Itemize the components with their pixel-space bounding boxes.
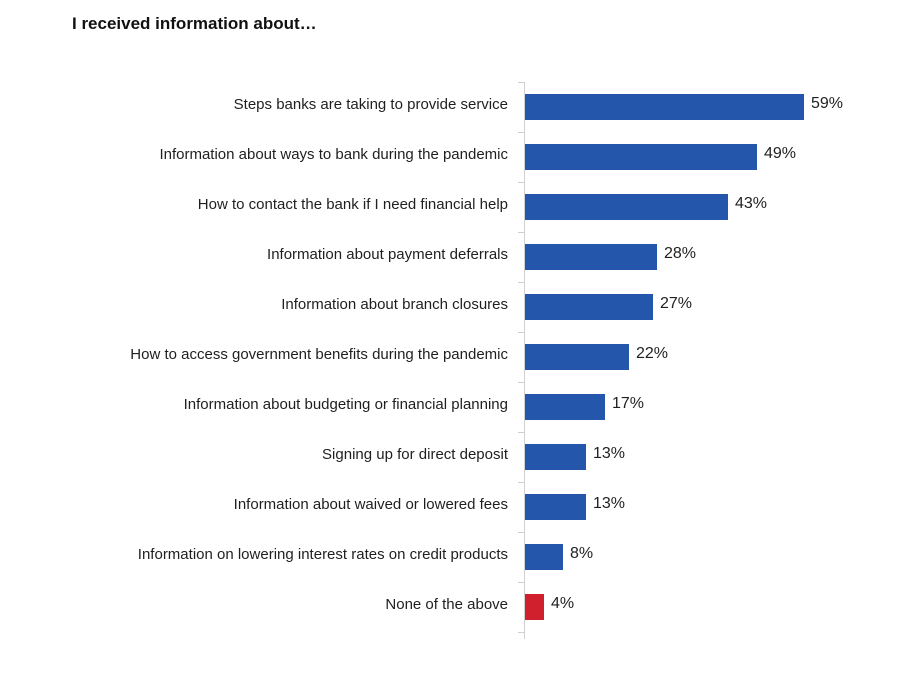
bar <box>525 94 804 120</box>
axis-tick <box>518 582 525 583</box>
axis-tick <box>518 532 525 533</box>
bar <box>525 444 586 470</box>
axis-tick <box>518 332 525 333</box>
axis-tick <box>518 282 525 283</box>
bar <box>525 594 544 620</box>
value-label: 8% <box>570 545 594 562</box>
bar-row: Information about ways to bank during th… <box>0 132 900 182</box>
bar-row: Information about branch closures 27% <box>0 282 900 332</box>
value-label: 27% <box>660 295 693 312</box>
value-label: 13% <box>593 445 626 462</box>
value-label: 43% <box>735 195 768 212</box>
category-label: Information about payment deferrals <box>267 246 508 263</box>
category-label: Information about waived or lowered fees <box>233 496 508 513</box>
category-label: Information on lowering interest rates o… <box>137 546 508 563</box>
category-label: Information about branch closures <box>281 296 508 313</box>
axis-tick <box>518 382 525 383</box>
category-label: Information about ways to bank during th… <box>159 146 508 163</box>
bar <box>525 394 605 420</box>
axis-tick <box>518 132 525 133</box>
value-label: 22% <box>636 345 669 362</box>
bar-row: Information about payment deferrals 28% <box>0 232 900 282</box>
bar <box>525 244 657 270</box>
value-label: 4% <box>551 595 575 612</box>
bar-row: How to access government benefits during… <box>0 332 900 382</box>
axis-tick <box>518 432 525 433</box>
bar-row: Information about budgeting or financial… <box>0 382 900 432</box>
value-label: 49% <box>764 145 797 162</box>
axis-tick <box>518 632 525 633</box>
value-label: 17% <box>612 395 645 412</box>
bar-row: Steps banks are taking to provide servic… <box>0 82 900 132</box>
value-label: 59% <box>811 95 844 112</box>
category-label: Steps banks are taking to provide servic… <box>233 96 508 113</box>
axis-tick <box>518 182 525 183</box>
category-axis-line <box>524 82 525 639</box>
category-label: Information about budgeting or financial… <box>183 396 508 413</box>
bar <box>525 294 653 320</box>
value-label: 13% <box>593 495 626 512</box>
bar-row: Signing up for direct deposit 13% <box>0 432 900 482</box>
bar <box>525 344 629 370</box>
axis-tick <box>518 82 525 83</box>
bar-row: How to contact the bank if I need financ… <box>0 182 900 232</box>
category-label: Signing up for direct deposit <box>322 446 508 463</box>
category-label: None of the above <box>385 596 508 613</box>
category-label: How to access government benefits during… <box>130 346 508 363</box>
bar <box>525 194 728 220</box>
value-label: 28% <box>664 245 697 262</box>
category-label: How to contact the bank if I need financ… <box>197 196 508 213</box>
axis-tick <box>518 232 525 233</box>
axis-tick <box>518 482 525 483</box>
bar <box>525 544 563 570</box>
chart-title: I received information about… <box>72 14 317 33</box>
bar-row: Information about waived or lowered fees… <box>0 482 900 532</box>
bar-row: None of the above 4% <box>0 582 900 632</box>
bar <box>525 144 757 170</box>
bar <box>525 494 586 520</box>
bar-row: Information on lowering interest rates o… <box>0 532 900 582</box>
